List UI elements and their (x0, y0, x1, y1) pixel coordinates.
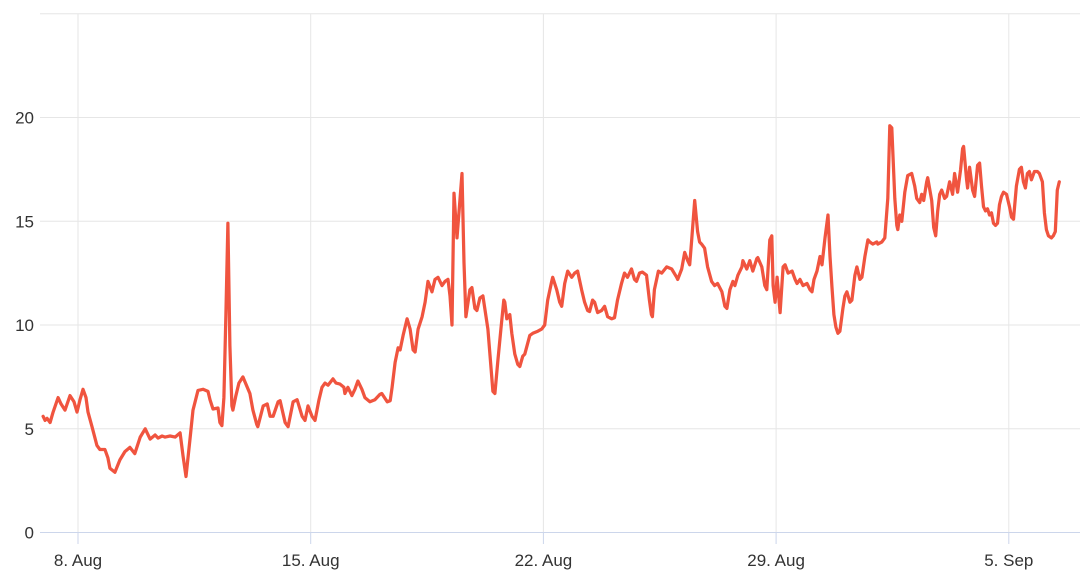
y-axis-label: 20 (15, 109, 34, 128)
series-line[interactable] (41, 124, 1061, 479)
x-axis-label: 22. Aug (515, 551, 573, 570)
x-axis-label: 5. Sep (984, 551, 1033, 570)
y-axis-label: 10 (15, 316, 34, 335)
y-axis-label: 5 (25, 420, 34, 439)
y-axis-label: 15 (15, 212, 34, 231)
y-axis-label: 0 (25, 524, 34, 543)
x-axis-label: 8. Aug (54, 551, 102, 570)
x-axis-label: 15. Aug (282, 551, 340, 570)
x-axis-label: 29. Aug (747, 551, 805, 570)
